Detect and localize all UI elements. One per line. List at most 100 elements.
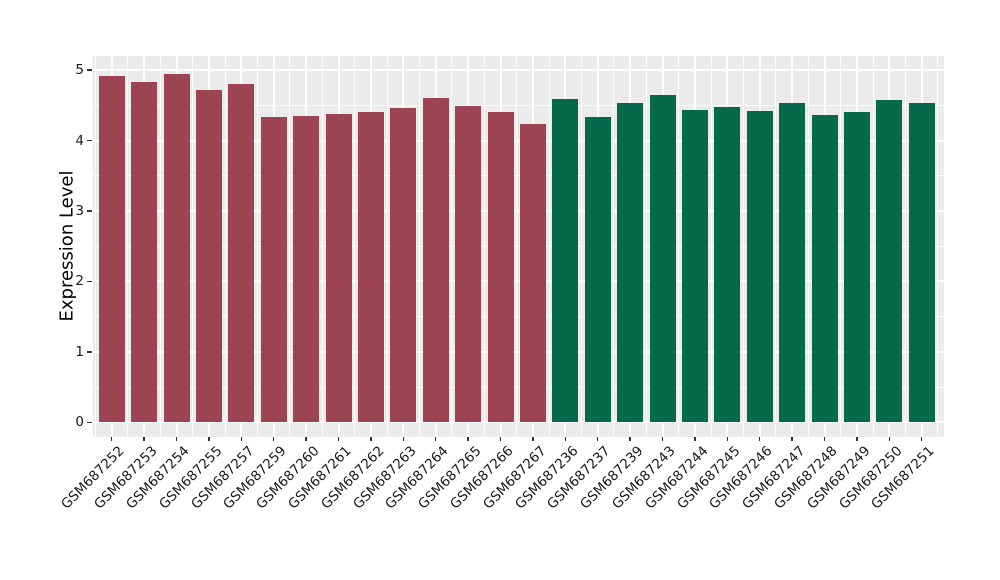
gridline-v-minor	[840, 56, 842, 437]
y-tick-mark	[87, 351, 92, 353]
gridline-v-minor	[321, 56, 323, 437]
bar-gsm687239	[617, 103, 644, 423]
y-tick-mark	[87, 210, 92, 212]
gridline-v-minor	[645, 56, 647, 437]
bar-gsm687247	[779, 103, 806, 423]
gridline-v-minor	[937, 56, 939, 437]
bar-gsm687255	[195, 90, 222, 423]
x-tick-mark	[370, 437, 372, 441]
gridline-v-minor	[192, 56, 194, 437]
bar-gsm687252	[98, 76, 125, 423]
x-tick-mark	[694, 437, 696, 441]
gridline-h-major	[93, 421, 944, 424]
bar-gsm687257	[228, 84, 255, 423]
bar-gsm687259	[260, 117, 287, 423]
gridline-v-minor	[775, 56, 777, 437]
y-tick-mark	[87, 421, 92, 424]
x-tick-mark	[661, 437, 664, 441]
x-tick-mark	[920, 437, 923, 441]
gridline-v-minor	[354, 56, 356, 437]
bar-gsm687245	[714, 107, 741, 423]
gridline-v-minor	[710, 56, 712, 437]
gridline-h-major	[93, 69, 944, 72]
gridline-h-major	[93, 209, 944, 212]
gridline-h-minor	[93, 386, 944, 388]
x-tick-mark	[175, 437, 178, 441]
bar-gsm687248	[811, 115, 838, 423]
bar-gsm687253	[131, 82, 158, 423]
bar-gsm687243	[649, 94, 676, 423]
gridline-v-minor	[807, 56, 809, 437]
bar-gsm687250	[876, 99, 903, 423]
x-tick-mark	[532, 437, 534, 441]
gridline-h-major	[93, 139, 944, 142]
x-tick-mark	[596, 437, 599, 441]
gridline-v-minor	[289, 56, 291, 437]
gridline-h-minor	[93, 316, 944, 318]
bar-gsm687262	[357, 111, 384, 423]
x-tick-mark	[240, 437, 243, 441]
gridline-v-minor	[419, 56, 420, 437]
bar-gsm687244	[681, 110, 708, 423]
gridline-h-minor	[93, 104, 944, 106]
x-tick-mark	[110, 437, 113, 441]
gridline-v-minor	[257, 56, 258, 437]
gridline-v-minor	[678, 56, 680, 437]
x-tick-mark	[856, 437, 858, 441]
x-tick-mark	[208, 437, 210, 441]
bar-gsm687267	[519, 123, 546, 423]
gridline-h-minor	[93, 175, 944, 177]
x-tick-mark	[305, 437, 307, 441]
x-tick-mark	[758, 437, 761, 441]
x-tick-mark	[337, 437, 340, 441]
gridline-v-minor	[95, 56, 96, 437]
y-tick-label: 1	[75, 343, 84, 360]
gridline-v-minor	[743, 56, 744, 437]
x-tick-mark	[272, 437, 275, 441]
gridline-v-minor	[386, 56, 388, 437]
y-axis-title: Expression Level	[56, 170, 78, 322]
bar-gsm687260	[293, 115, 320, 423]
x-tick-mark	[888, 437, 891, 441]
plot-panel	[93, 56, 944, 437]
bar-gsm687246	[746, 110, 773, 423]
x-tick-mark	[629, 437, 631, 441]
gridline-v-minor	[905, 56, 906, 437]
x-tick-mark	[823, 437, 826, 441]
x-tick-mark	[402, 437, 405, 441]
gridline-h-major	[93, 350, 944, 353]
y-tick-label: 0	[75, 414, 84, 431]
gridline-v-minor	[127, 56, 129, 437]
x-tick-mark	[564, 437, 567, 441]
bar-gsm687251	[908, 103, 935, 423]
gridline-h-minor	[93, 245, 944, 247]
gridline-v-minor	[613, 56, 615, 437]
y-tick-label: 3	[75, 202, 84, 219]
y-tick-label: 4	[75, 132, 84, 149]
gridline-h-major	[93, 280, 944, 283]
x-tick-mark	[499, 437, 502, 441]
y-tick-mark	[87, 280, 92, 283]
gridline-v-minor	[872, 56, 874, 437]
bar-gsm687254	[163, 73, 190, 423]
bar-gsm687261	[325, 113, 352, 423]
gridline-v-minor	[451, 56, 453, 437]
bar-gsm687266	[487, 111, 514, 423]
y-tick-label: 5	[75, 62, 84, 79]
gridline-v-minor	[548, 56, 550, 437]
gridline-v-minor	[483, 56, 485, 437]
x-tick-mark	[434, 437, 437, 441]
x-tick-mark	[726, 437, 729, 441]
bar-gsm687237	[584, 116, 611, 423]
gridline-v-minor	[581, 56, 582, 437]
bar-gsm687263	[390, 108, 417, 423]
gridline-v-minor	[159, 56, 161, 437]
bar-gsm687264	[422, 98, 449, 423]
y-tick-mark	[87, 69, 92, 71]
gridline-v-minor	[224, 56, 226, 437]
x-tick-mark	[467, 437, 469, 441]
y-tick-mark	[87, 139, 92, 142]
x-tick-mark	[143, 437, 145, 441]
bar-gsm687265	[455, 105, 482, 423]
